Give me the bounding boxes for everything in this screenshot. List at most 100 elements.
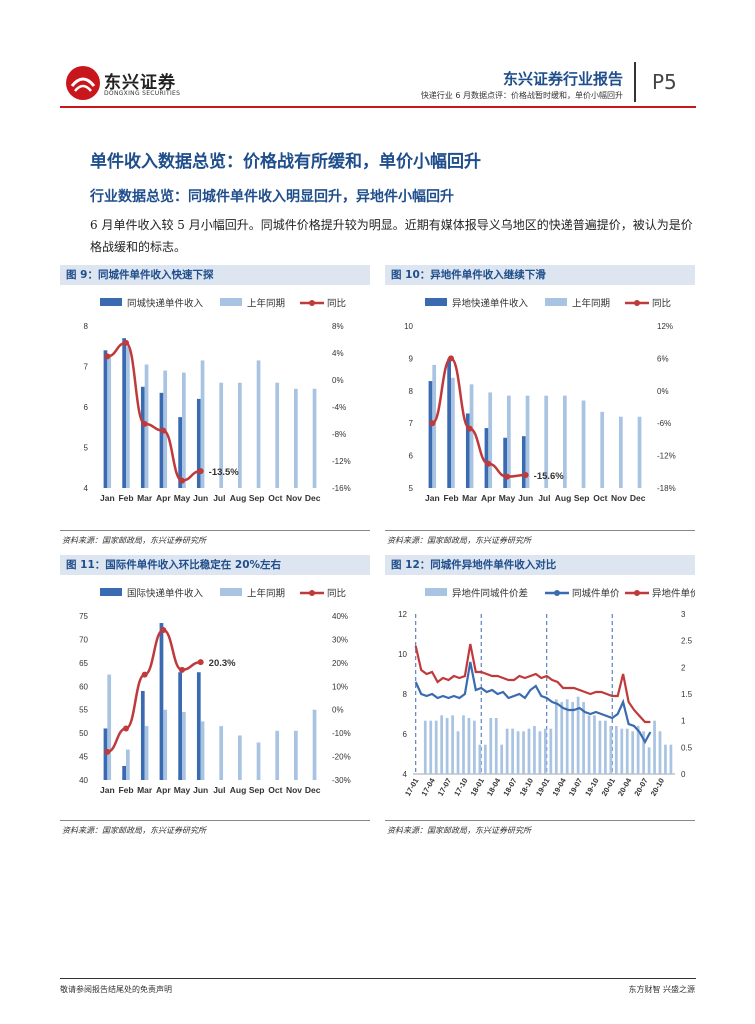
- bar-current-Apr: [484, 428, 489, 488]
- section-title: 单件收入数据总览：价格战有所缓和，单价小幅回升: [90, 152, 481, 172]
- bar-prev-Oct: [275, 730, 280, 780]
- y-tick-label-4: 12: [398, 610, 407, 619]
- x-tick-label-Apr: Apr: [481, 493, 496, 503]
- x-tick-label-Oct: Oct: [268, 785, 282, 795]
- yoy-point-Mar: [141, 420, 148, 427]
- section-paragraph: 6 月单件收入较 5 月小幅回升。同城件价格提升较为明显。近期有媒体报导义乌地区…: [90, 218, 693, 254]
- gap-bar-26: [565, 699, 569, 774]
- y2-tick-label-4: -8%: [332, 430, 346, 439]
- chart-svg-fig12: 异地件同城件价差 同城件单价 异地件单价 4 6 8 10 12 0 0.5 1 1.5 2 2.5 3 17…: [398, 588, 700, 798]
- y-tick-label-3: 8: [409, 387, 414, 396]
- logo-cn: 东兴证券: [104, 73, 176, 93]
- gap-bar-35: [614, 726, 618, 774]
- x-tick-label-Nov: Nov: [286, 493, 302, 503]
- yoy-point-Apr: [160, 627, 167, 634]
- bar-current-Apr: [159, 392, 164, 488]
- gap-bar-14: [500, 744, 504, 774]
- y-tick-label-5: 65: [79, 659, 88, 668]
- y2-tick-label-1: 0.5: [681, 743, 693, 752]
- y2-tick-label-0: 12%: [657, 322, 673, 331]
- footer-slogan: 东方财智 兴盛之源: [628, 985, 695, 994]
- gap-bar-16: [511, 728, 514, 774]
- y-tick-label-4: 8: [84, 322, 89, 331]
- gap-bar-22: [544, 728, 547, 774]
- yoy-point-Jan: [104, 353, 111, 360]
- y2-tick-label-1: 4%: [332, 349, 344, 358]
- x-tick-label-May: May: [174, 785, 191, 795]
- y-tick-label-6: 70: [79, 635, 88, 644]
- bar-prev-Mar: [144, 726, 149, 780]
- fig11-title: 图 11：国际件单件收入环比稳定在 20%左右: [60, 555, 370, 575]
- legend-swatch-1: [545, 298, 567, 306]
- yoy-point-Feb: [123, 725, 129, 732]
- x-tick-label-Sep: Sep: [574, 493, 590, 503]
- y-tick-label-1: 45: [79, 753, 88, 762]
- bar-prev-Feb: [126, 346, 130, 488]
- y2-tick-label-3: 10%: [332, 682, 348, 691]
- bar-prev-Oct: [275, 382, 280, 488]
- bar-prev-May: [507, 395, 511, 488]
- gap-bar-2: [434, 720, 438, 774]
- gap-bar-20: [533, 726, 536, 774]
- x-tick-label-Jan: Jan: [425, 493, 440, 503]
- x-tick-label-Oct: Oct: [593, 493, 607, 503]
- yoy-annotation: 20.3%: [209, 658, 236, 669]
- gap-bar-33: [604, 720, 607, 774]
- gap-bar-8: [467, 718, 471, 774]
- y2-tick-label-2: 0%: [657, 387, 669, 396]
- x-tick-label-Dec: Dec: [305, 493, 321, 503]
- footer-disclaimer: 敬请参阅报告结尾处的免责声明: [60, 985, 172, 994]
- y2-tick-label-3: 1.5: [681, 690, 693, 699]
- gap-bar-30: [587, 715, 591, 774]
- legend-swatch-1: [220, 298, 242, 306]
- yoy-point-Apr: [485, 460, 492, 467]
- legend-swatch-1: [220, 588, 242, 596]
- legend-label-1: 同城件单价: [572, 588, 620, 600]
- x-tick-label-18-01: 18-01: [469, 777, 486, 798]
- gap-bar-21: [538, 731, 542, 774]
- bar-prev-Aug: [238, 735, 242, 780]
- x-tick-label-Jan: Jan: [100, 785, 115, 795]
- x-tick-label-19-07: 19-07: [567, 777, 584, 798]
- bar-current-Feb: [122, 338, 126, 488]
- y-tick-label-3: 55: [79, 706, 88, 715]
- bar-prev-Apr: [488, 392, 493, 488]
- gap-bar-25: [560, 702, 564, 774]
- gap-bar-4: [445, 718, 449, 774]
- gap-bar-1: [429, 720, 433, 774]
- y-tick-label-0: 40: [79, 776, 88, 785]
- fig11-chart: 国际快递单件收入 上年同期 同比 40 45 50 55 60 65 70 75 40% 30% 20% 1…: [60, 578, 370, 806]
- gap-bar-31: [593, 715, 596, 774]
- x-tick-label-May: May: [499, 493, 516, 503]
- fig12-source: 资料来源：国家邮政局，东兴证券研究所: [387, 826, 531, 835]
- gap-bar-34: [609, 726, 613, 774]
- y-tick-label-0: 5: [409, 484, 414, 493]
- x-tick-label-Feb: Feb: [118, 493, 133, 503]
- gap-bar-7: [462, 715, 465, 774]
- yoy-point-May: [504, 473, 510, 480]
- y2-tick-label-2: 1: [681, 717, 686, 726]
- legend-swatch-0: [425, 588, 447, 596]
- gap-bar-23: [549, 728, 553, 774]
- bar-prev-Dec: [637, 416, 642, 488]
- legend-label-0: 同城快递单件收入: [127, 298, 204, 310]
- y2-tick-label-3: -4%: [332, 403, 346, 412]
- y2-tick-label-0: 40%: [332, 612, 348, 621]
- yoy-point-Jun: [197, 468, 204, 475]
- x-tick-label-Nov: Nov: [611, 493, 627, 503]
- bar-prev-Sep: [256, 360, 261, 488]
- bar-prev-Feb: [451, 377, 455, 488]
- report-subtitle: 快递行业 6 月数据点评：价格战暂时缓和，单价小幅回升: [420, 91, 623, 100]
- bar-current-Jun: [521, 436, 526, 488]
- x-tick-label-Oct: Oct: [268, 493, 282, 503]
- x-tick-label-Jun: Jun: [193, 493, 208, 503]
- y2-tick-label-5: -10%: [332, 729, 351, 738]
- x-tick-label-Dec: Dec: [630, 493, 646, 503]
- x-tick-label-17-07: 17-07: [436, 777, 453, 798]
- yoy-point-Feb: [448, 355, 454, 362]
- x-tick-label-Mar: Mar: [137, 493, 153, 503]
- legend-label-0: 国际快递单件收入: [127, 588, 204, 600]
- x-tick-label-Jan: Jan: [100, 493, 115, 503]
- bar-current-May: [503, 437, 507, 488]
- y2-tick-label-2: 0%: [332, 376, 344, 385]
